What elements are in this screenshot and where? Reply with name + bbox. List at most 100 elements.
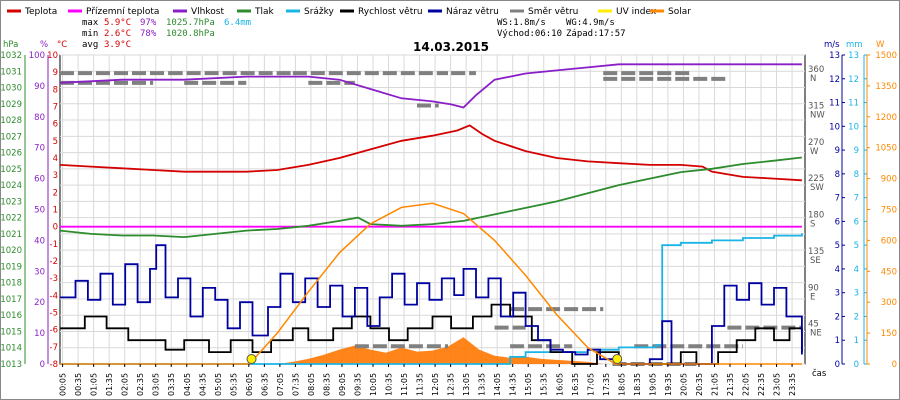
wind-direction-compass: W (810, 147, 819, 157)
wind-speed-tick: 10 (829, 122, 840, 132)
wind-speed-tick: 11 (829, 99, 840, 109)
stat-max-temp: 5.9°C (104, 18, 131, 28)
axis-headers: hPa % °C m/s mm W (3, 40, 885, 50)
humidity-tick: 0 (40, 360, 45, 370)
x-tick-label: 22:05 (742, 373, 751, 396)
x-tick-label: 08:05 (307, 373, 316, 396)
legend: Teplota Přízemní teplota Vlhkost Tlak Srážky… (7, 7, 691, 17)
humidity-tick: 60 (34, 175, 45, 185)
wind-direction-compass: NE (810, 329, 822, 339)
rain-tick: 12 (848, 75, 859, 85)
temperature-tick: 5 (53, 137, 58, 147)
x-tick-label: 09:05 (338, 373, 347, 396)
x-tick-label: 16:35 (571, 373, 580, 396)
plot-area (59, 54, 806, 365)
axis-header-degc: °C (57, 40, 67, 50)
temperature-tick: 8 (53, 85, 58, 95)
x-tick-label: 23:35 (788, 373, 797, 396)
solar-tick: 1200 (875, 113, 897, 123)
pressure-tick: 1013 (0, 360, 22, 370)
humidity-tick: 50 (34, 206, 45, 216)
grid-lines (60, 54, 805, 365)
wind-speed-tick: 3 (835, 289, 840, 299)
legend-label: Vlhkost (191, 7, 224, 17)
pressure-tick: 1019 (0, 262, 22, 272)
humidity-tick: 80 (34, 113, 45, 123)
axis-header-pct: % (40, 40, 48, 50)
temperature-tick: 2 (53, 188, 58, 198)
rain-tick: 0 (854, 360, 859, 370)
sun-marker (612, 354, 623, 364)
series-teplota (59, 124, 802, 182)
solar-tick: 150 (881, 329, 897, 339)
x-tick-label: 11:35 (416, 373, 425, 396)
x-tick-label: 15:05 (524, 373, 533, 396)
pressure-tick: 1021 (0, 230, 22, 240)
humidity-tick: 10 (34, 329, 45, 339)
sun-marker (246, 354, 257, 364)
x-tick-label: 08:35 (322, 373, 331, 396)
stat-avg-temp: 3.9°C (104, 40, 131, 50)
pressure-tick: 1029 (0, 100, 22, 110)
temperature-tick: -5 (50, 309, 58, 319)
legend-label: Tlak (254, 7, 275, 17)
wind-direction-compass: E (810, 292, 815, 302)
wind-direction-compass: NW (810, 111, 825, 121)
sunset-time: Západ:17:57 (566, 29, 626, 39)
axis-header-ms: m/s (824, 40, 840, 50)
wind-speed-tick: 5 (835, 241, 840, 251)
rain-tick: 1 (854, 336, 859, 346)
x-tick-label: 18:35 (633, 373, 642, 396)
humidity-tick: 90 (34, 82, 45, 92)
legend-label: Teplota (24, 7, 57, 17)
rain-tick: 13 (848, 51, 859, 61)
temperature-tick: 9 (53, 68, 58, 78)
x-tick-label: 13:35 (478, 373, 487, 396)
solar-tick: 750 (881, 206, 897, 216)
temperature-tick: 3 (53, 171, 58, 181)
humidity-tick: 40 (34, 236, 45, 246)
x-tick-label: 14:35 (509, 373, 518, 396)
x-tick-label: 12:05 (431, 373, 440, 396)
wind-direction-tick: 360 (808, 65, 824, 75)
series-solar-measured (60, 337, 802, 364)
stat-min-press: 1020.8hPa (166, 29, 215, 39)
wind-wg: WG:4.9m/s (566, 18, 615, 28)
wind-direction-tick: 135 (808, 247, 824, 257)
solar-tick: 900 (881, 175, 897, 185)
rain-tick: 7 (854, 194, 859, 204)
solar-tick: 1350 (875, 82, 897, 92)
wind-speed-tick: 13 (829, 51, 840, 61)
sunrise-time: Východ:06:10 (497, 29, 562, 39)
x-tick-label: 04:05 (183, 373, 192, 396)
pressure-tick: 1026 (0, 149, 22, 159)
x-tick-label: 22:35 (757, 373, 766, 396)
pressure-tick: 1028 (0, 116, 22, 126)
x-tick-label: 12:35 (447, 373, 456, 396)
temperature-tick: -4 (50, 291, 58, 301)
stat-rain: 6.4mm (224, 18, 251, 28)
wind-direction-tick: 315 (808, 102, 824, 112)
x-tick-label: 23:05 (773, 373, 782, 396)
x-tick-label: 10:05 (369, 373, 378, 396)
legend-label: Přízemní teplota (86, 7, 159, 17)
rain-tick: 6 (854, 217, 859, 227)
wind-direction-compass: SW (810, 183, 824, 193)
x-tick-label: 21:05 (710, 373, 719, 396)
axes-layer: 00:05 00:35 01:05 01:35 02:05 02:35 03:05 03:35… (0, 51, 897, 396)
x-tick-label: 17:05 (586, 373, 595, 396)
pressure-tick: 1030 (0, 84, 22, 94)
solar-tick: 1050 (875, 144, 897, 154)
humidity-tick: 70 (34, 144, 45, 154)
x-tick-label: 06:35 (260, 373, 269, 396)
stat-max-press: 1025.7hPa (166, 18, 215, 28)
x-tick-label: 03:35 (167, 373, 176, 396)
wind-direction-tick: 45 (808, 320, 819, 330)
pressure-tick: 1027 (0, 132, 22, 142)
pressure-tick: 1023 (0, 197, 22, 207)
legend-label: UV index (616, 7, 657, 17)
x-tick-label: 18:05 (617, 373, 626, 396)
chart-title: 14.03.2015 (413, 40, 489, 54)
